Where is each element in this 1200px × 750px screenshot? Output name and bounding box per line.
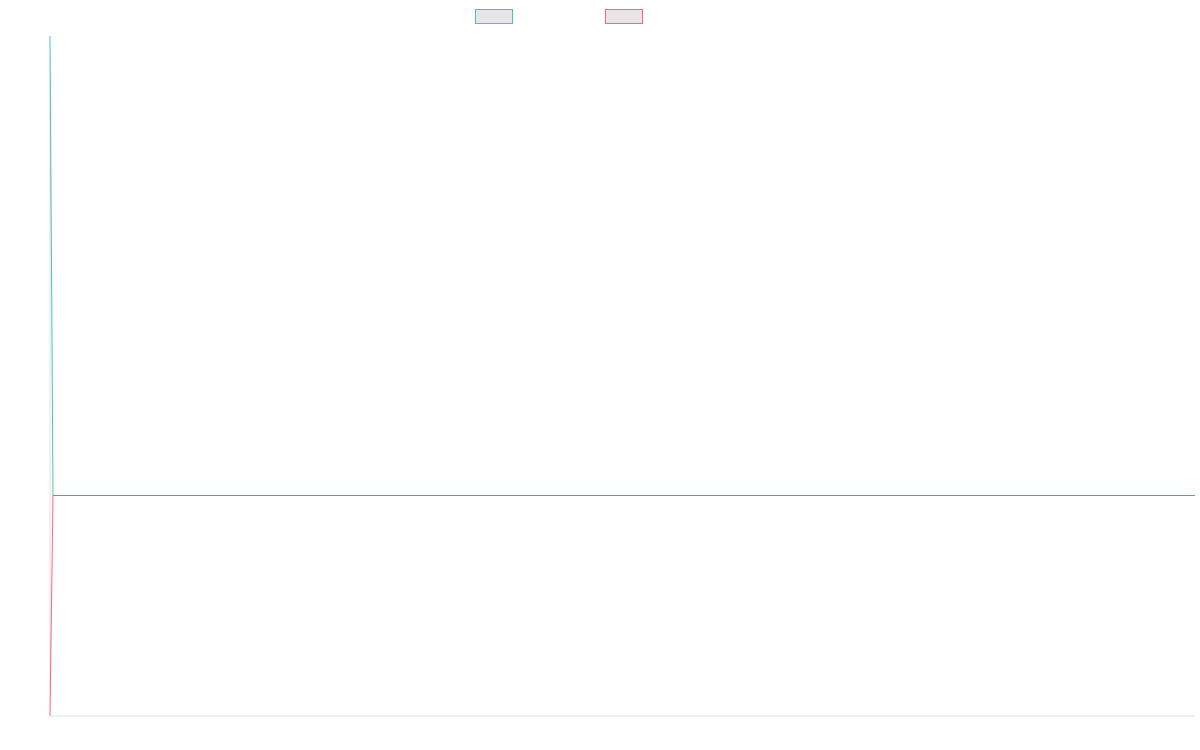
series-line-1 bbox=[49, 35, 54, 496]
series-line-2 bbox=[49, 495, 54, 717]
legend-item-series-2[interactable] bbox=[604, 9, 643, 24]
series-layer bbox=[49, 35, 1195, 717]
legend-swatch-series-2 bbox=[604, 9, 643, 24]
legend bbox=[0, 9, 1117, 24]
legend-swatch-series-1 bbox=[474, 9, 513, 24]
legend-item-series-1[interactable] bbox=[474, 9, 513, 24]
